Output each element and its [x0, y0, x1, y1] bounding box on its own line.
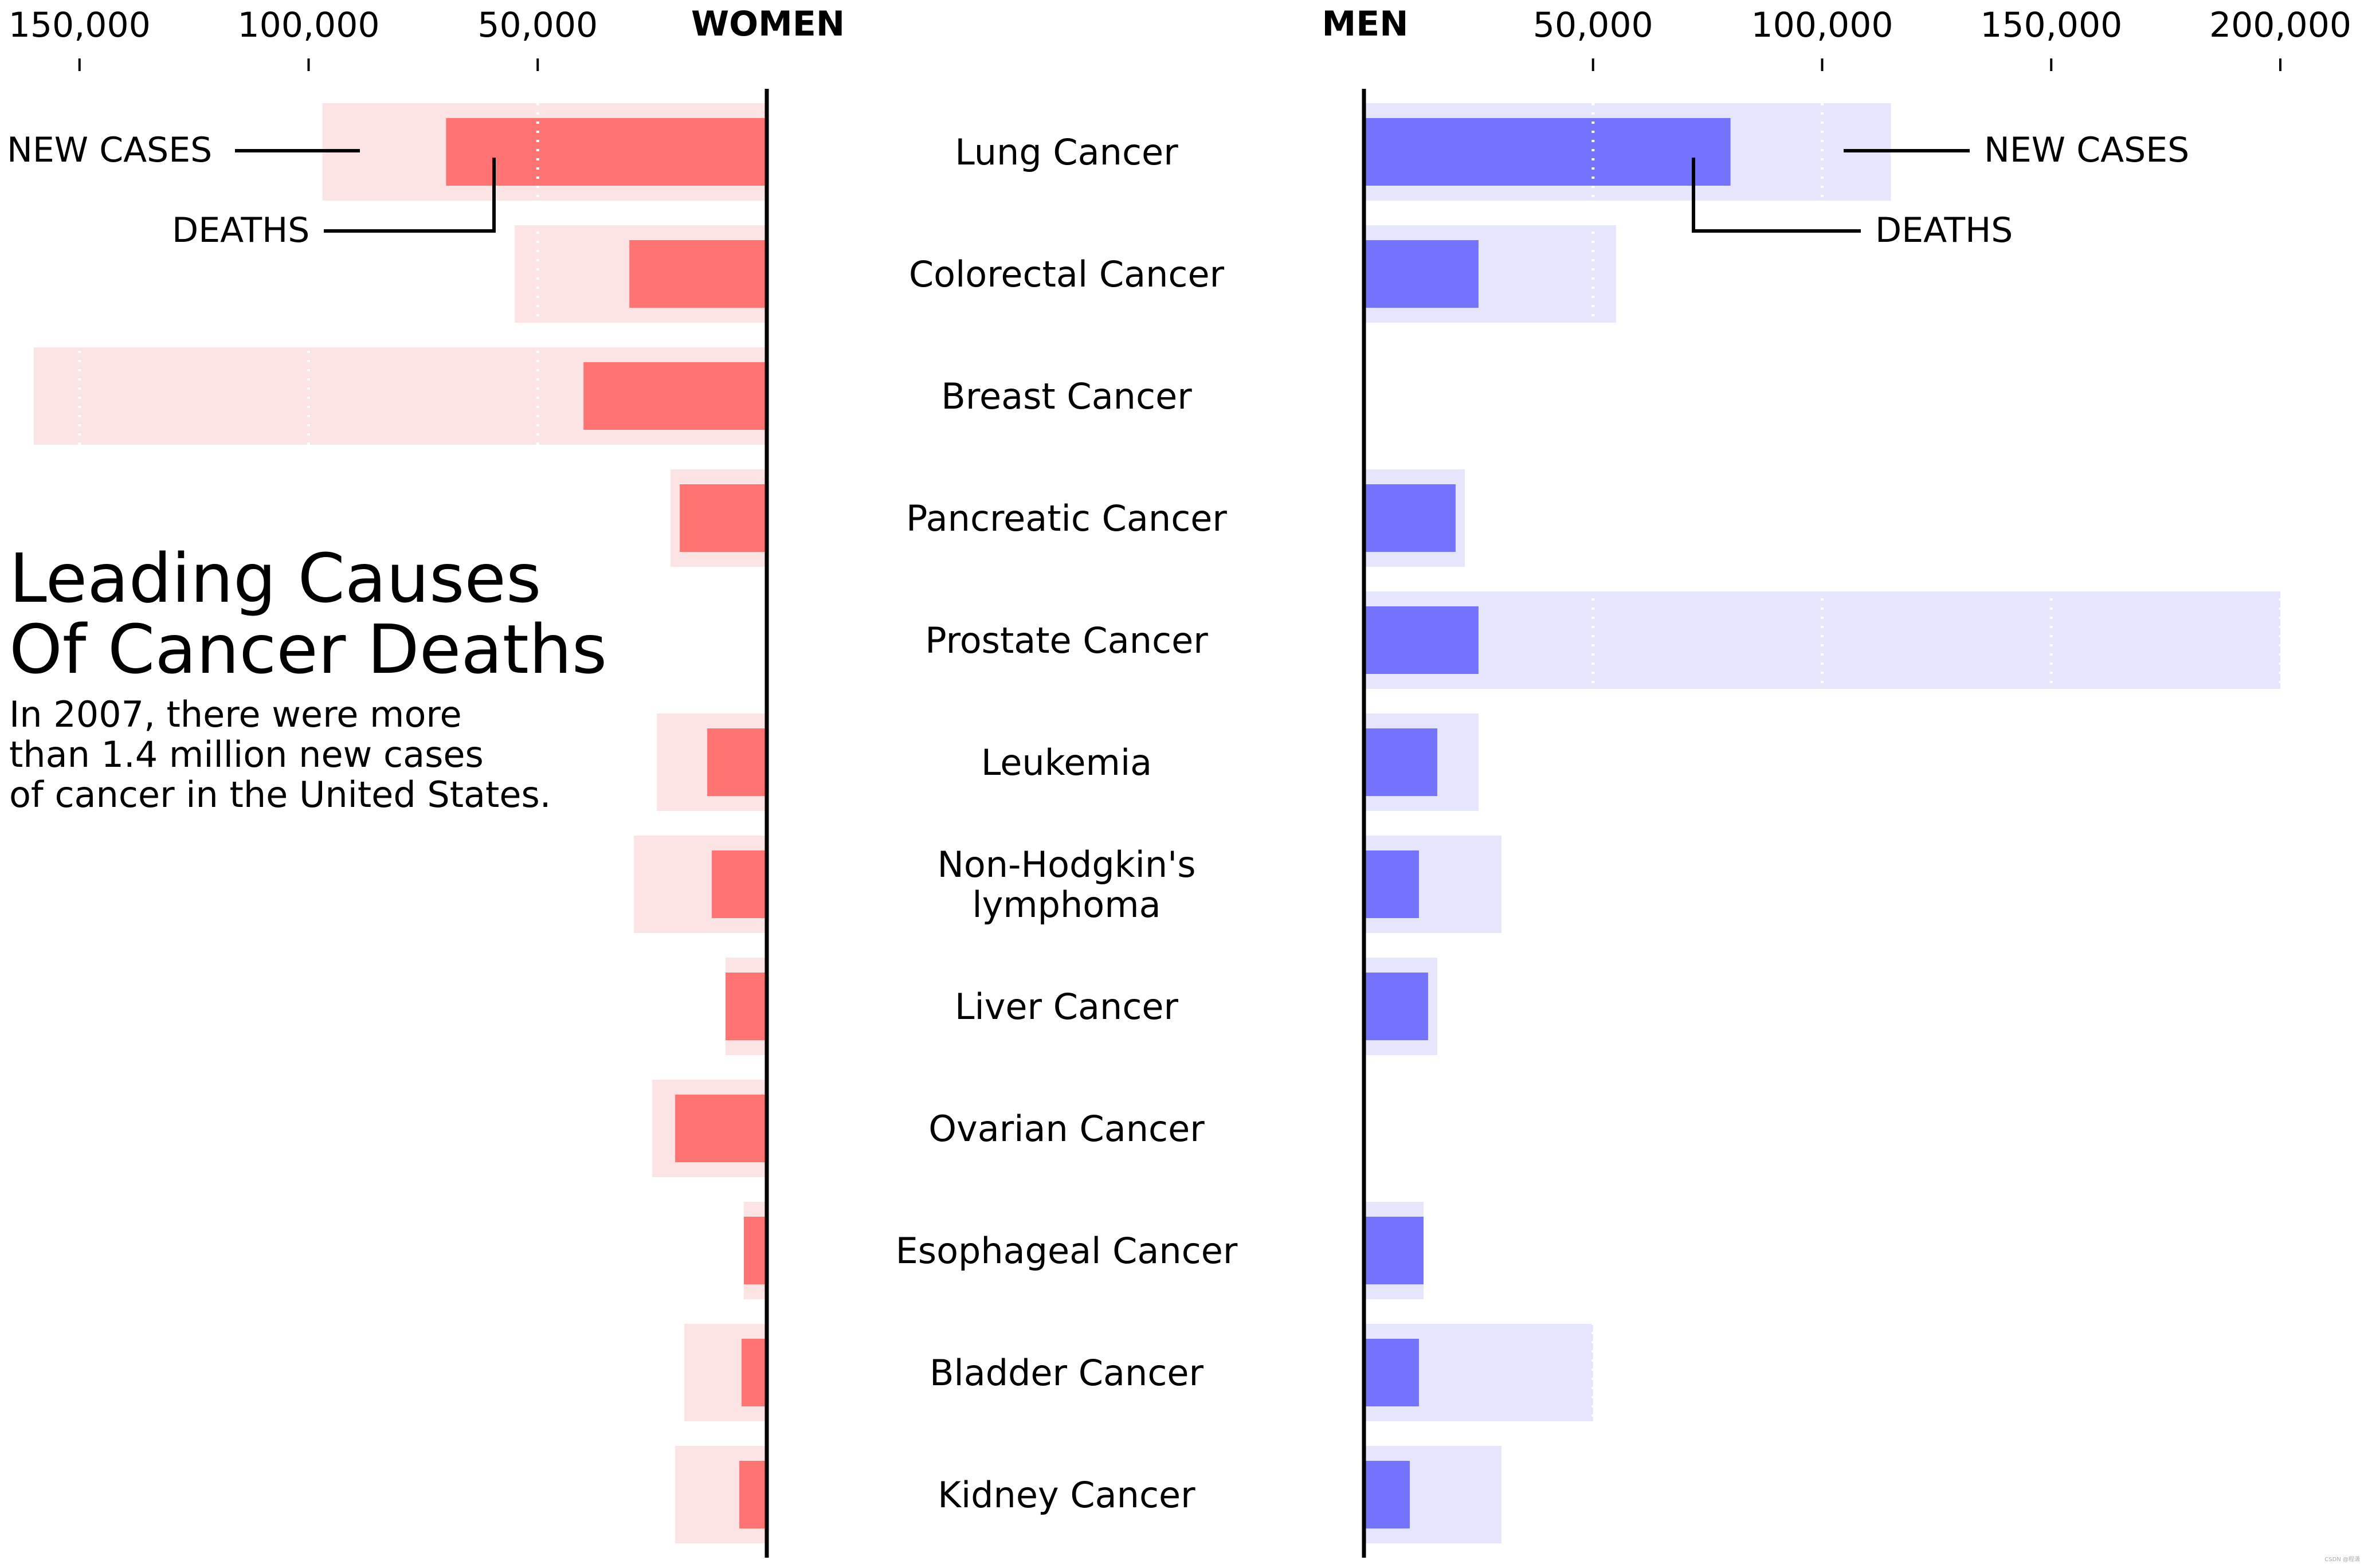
women-tick-label-100000: 100,000	[237, 5, 379, 45]
left-new-cases-annotation: NEW CASES	[7, 130, 212, 170]
women-deaths-bar-liver-cancer	[726, 973, 767, 1040]
chart-subtitle-line-3: of cancer in the United States.	[9, 774, 551, 816]
left-deaths-annotation: DEATHS	[172, 210, 309, 250]
chart-subtitle-line-2: than 1.4 million new cases	[9, 734, 484, 775]
category-label-bladder-cancer: Bladder Cancer	[930, 1352, 1204, 1394]
category-label-line-breast-cancer-1: Breast Cancer	[941, 375, 1192, 417]
category-label-line-non-hodgkin-s-lymphoma-2: lymphoma	[972, 884, 1161, 926]
women-deaths-bar-pancreatic-cancer	[680, 484, 767, 552]
category-label-leukemia: Leukemia	[981, 742, 1152, 783]
women-deaths-bar-bladder-cancer	[742, 1339, 767, 1406]
chart-subtitle: In 2007, there were more than 1.4 millio…	[9, 693, 551, 816]
bars-layer	[33, 103, 2282, 1547]
men-header: MEN	[1322, 4, 1409, 44]
women-deaths-bar-esophageal-cancer	[744, 1217, 767, 1284]
category-label-line-non-hodgkin-s-lymphoma-1: Non-Hodgkin's	[937, 844, 1195, 885]
category-label-line-kidney-cancer-1: Kidney Cancer	[938, 1474, 1195, 1516]
men-tick-label-50000: 50,000	[1533, 5, 1653, 45]
chart-title-line-2: Of Cancer Deaths	[9, 610, 607, 689]
women-tick-label-150000: 150,000	[9, 5, 151, 45]
category-label-kidney-cancer: Kidney Cancer	[938, 1474, 1195, 1516]
men-deaths-bar-bladder-cancer	[1364, 1339, 1419, 1406]
right-deaths-leader-line	[1692, 158, 1861, 233]
men-deaths-bar-lung-cancer	[1364, 118, 1731, 186]
category-label-line-ovarian-cancer-1: Ovarian Cancer	[928, 1108, 1205, 1150]
men-tick-label-200000: 200,000	[2209, 5, 2351, 45]
axis-layer: 150,000 100,000 50,000 50,000 100,000 150,000…	[9, 5, 2351, 1558]
men-deaths-bar-esophageal-cancer	[1364, 1217, 1424, 1284]
left-deaths-leader-line	[324, 158, 496, 233]
category-label-line-bladder-cancer-1: Bladder Cancer	[930, 1352, 1204, 1394]
category-label-liver-cancer: Liver Cancer	[955, 986, 1179, 1028]
men-tick-label-150000: 150,000	[1980, 5, 2122, 45]
men-new-cases-bar-prostate-cancer	[1364, 591, 2280, 689]
category-label-line-colorectal-cancer-1: Colorectal Cancer	[909, 253, 1225, 295]
men-deaths-bar-liver-cancer	[1364, 973, 1428, 1040]
right-new-cases-annotation: NEW CASES	[1984, 130, 2189, 170]
category-label-prostate-cancer: Prostate Cancer	[925, 620, 1208, 661]
category-label-line-pancreatic-cancer-1: Pancreatic Cancer	[906, 497, 1227, 539]
category-label-line-esophageal-cancer-1: Esophageal Cancer	[896, 1230, 1238, 1272]
women-header: WOMEN	[691, 4, 845, 44]
chart-title: Leading Causes Of Cancer Deaths	[9, 539, 607, 689]
category-label-line-liver-cancer-1: Liver Cancer	[955, 986, 1179, 1028]
category-label-line-lung-cancer-1: Lung Cancer	[955, 131, 1178, 173]
women-deaths-bar-kidney-cancer	[739, 1461, 767, 1528]
men-deaths-bar-colorectal-cancer	[1364, 240, 1479, 308]
women-deaths-bar-lung-cancer	[446, 118, 767, 186]
category-label-colorectal-cancer: Colorectal Cancer	[909, 253, 1225, 295]
men-deaths-bar-prostate-cancer	[1364, 606, 1479, 674]
women-deaths-bar-ovarian-cancer	[675, 1095, 767, 1162]
category-label-line-prostate-cancer-1: Prostate Cancer	[925, 620, 1208, 661]
men-deaths-bar-leukemia	[1364, 728, 1437, 796]
category-label-esophageal-cancer: Esophageal Cancer	[896, 1230, 1238, 1272]
right-deaths-annotation: DEATHS	[1875, 210, 2013, 250]
men-deaths-bar-pancreatic-cancer	[1364, 484, 1456, 552]
category-label-non-hodgkin-s-lymphoma: Non-Hodgkin's lymphoma	[937, 844, 1195, 926]
women-tick-label-50000: 50,000	[477, 5, 598, 45]
watermark: CSDN @程潇	[2324, 1555, 2360, 1563]
men-deaths-bar-non-hodgkin-s-lymphoma	[1364, 850, 1419, 918]
chart-subtitle-line-1: In 2007, there were more	[9, 693, 462, 735]
women-deaths-bar-colorectal-cancer	[629, 240, 767, 308]
men-tick-label-100000: 100,000	[1751, 5, 1893, 45]
chart-title-line-1: Leading Causes	[9, 539, 542, 618]
label-layer: Lung Cancer Colorectal Cancer Breast Cance…	[896, 131, 1238, 1516]
women-deaths-bar-non-hodgkin-s-lymphoma	[712, 850, 767, 918]
men-deaths-bar-kidney-cancer	[1364, 1461, 1410, 1528]
category-label-pancreatic-cancer: Pancreatic Cancer	[906, 497, 1227, 539]
category-label-ovarian-cancer: Ovarian Cancer	[928, 1108, 1205, 1150]
category-label-lung-cancer: Lung Cancer	[955, 131, 1178, 173]
women-deaths-bar-breast-cancer	[583, 362, 767, 430]
category-label-line-leukemia-1: Leukemia	[981, 742, 1152, 783]
women-deaths-bar-leukemia	[707, 728, 767, 796]
category-label-breast-cancer: Breast Cancer	[941, 375, 1192, 417]
